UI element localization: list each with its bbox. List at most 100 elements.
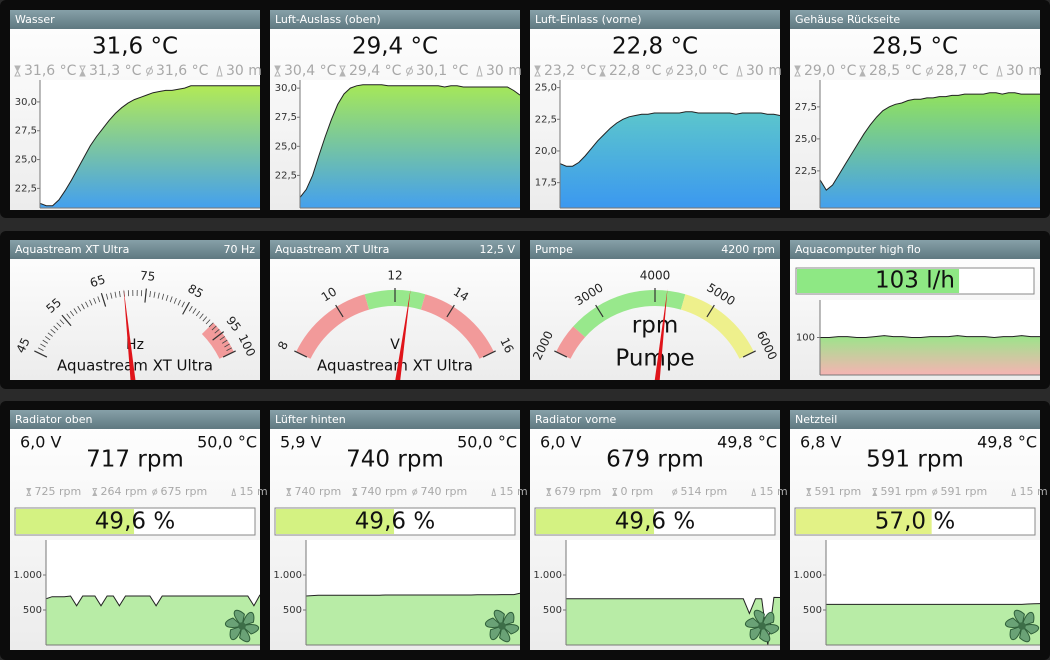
min-icon (873, 492, 877, 496)
power-value: 57,0 % (875, 509, 955, 535)
max-icon (535, 66, 540, 71)
power-bar (276, 509, 395, 534)
gauge-minor-tick (69, 310, 75, 317)
current-value: 29,4 °C (352, 34, 438, 60)
avg-icon (146, 67, 153, 75)
panel-title: Gehäuse Rückseite (795, 13, 900, 26)
panel-title: Lüfter hinten (275, 413, 346, 426)
current-value: 31,6 °C (92, 34, 178, 60)
avg-icon (152, 488, 157, 496)
min-icon (353, 492, 357, 496)
gauge-minor-tick (149, 291, 151, 298)
gauge-name: Pumpe (615, 346, 694, 372)
stat-max: 30,4 °C (284, 63, 337, 79)
gauge-unit: rpm (632, 313, 678, 339)
rpm: 740 rpm (346, 447, 444, 473)
gauge-name: Aquastream XT Ultra (57, 357, 213, 375)
max-icon (795, 66, 800, 71)
gauge-tick (61, 314, 72, 327)
y-tick-label: 1.000 (793, 570, 822, 581)
span-icon (751, 488, 757, 496)
gauge-tick (144, 288, 147, 303)
rpm: 679 rpm (606, 447, 704, 473)
panel-title: Netzteil (795, 413, 837, 426)
gauge-minor-tick (195, 310, 201, 317)
gauge-tick (182, 301, 190, 315)
stat-max: 740 rpm (295, 485, 342, 498)
area (40, 85, 260, 208)
min-icon (93, 492, 97, 496)
fan-blade (500, 624, 520, 635)
avg-icon (932, 489, 938, 495)
gauge-minor-tick (222, 339, 228, 344)
gauge-minor-tick (173, 297, 177, 304)
stat-max: 725 rpm (35, 485, 82, 498)
temperature: 50,0 °C (197, 433, 257, 452)
stat-min: 29,4 °C (349, 63, 402, 79)
fan-icon (484, 609, 520, 643)
line (306, 592, 520, 597)
gauge-needle (654, 288, 668, 380)
fan-blade (489, 625, 503, 641)
gauge-tick-label: 65 (88, 272, 107, 290)
fan-icon (744, 609, 780, 643)
rpm: 591 rpm (866, 447, 964, 473)
gauge-minor-tick (192, 308, 197, 314)
panel (270, 240, 520, 380)
y-tick-label: 20,0 (535, 146, 557, 157)
y-tick-label: 1.000 (13, 570, 42, 581)
stat-max: 29,0 °C (804, 63, 857, 79)
fan-blade (744, 617, 764, 628)
fan-blade (1013, 609, 1025, 628)
panel-header (790, 240, 1040, 259)
max-icon (287, 488, 291, 492)
gauge-minor-tick (224, 343, 230, 348)
power-value: 49,6 % (355, 509, 435, 535)
fan-blade (1004, 617, 1024, 628)
gauge-minor-tick (165, 294, 169, 301)
gauge-minor-tick (199, 313, 204, 319)
avg-icon (412, 489, 418, 495)
stat-span: 30 m (746, 63, 782, 79)
fan-blade (224, 617, 244, 628)
row-frame (0, 401, 1050, 660)
span-icon (476, 65, 483, 77)
panel-title: Pumpe (535, 243, 573, 256)
gauge-minor-tick (214, 329, 220, 334)
min-icon (600, 71, 605, 76)
panel-header (270, 410, 520, 429)
gauge-minor-tick (37, 347, 44, 352)
gauge-minor-tick (42, 339, 48, 344)
span-icon (996, 65, 1003, 77)
panel-title: Aquastream XT Ultra (275, 243, 389, 256)
power-value: 49,6 % (615, 509, 695, 535)
panel-header (10, 10, 260, 29)
power-value: 49,6 % (95, 509, 175, 535)
panel-header (530, 410, 780, 429)
gauge-minor-tick (119, 291, 121, 298)
panel-reading: 70 Hz (223, 243, 255, 256)
fan-blade (761, 611, 775, 627)
row-frame (0, 231, 1050, 389)
fan-blade (501, 611, 515, 627)
fan-blade (484, 617, 504, 628)
avg-icon (406, 67, 413, 75)
area (820, 335, 1040, 375)
stat-min: 740 rpm (361, 485, 408, 498)
gauge-tick-label: 4000 (640, 269, 671, 283)
power-bar (536, 509, 655, 534)
area (300, 84, 520, 208)
line (820, 335, 1040, 339)
avg-icon (152, 489, 158, 495)
stat-avg: 591 rpm (941, 485, 988, 498)
max-icon (275, 66, 280, 71)
gauge-minor-tick (169, 296, 173, 303)
gauge-needle (123, 288, 136, 380)
voltage: 6,8 V (800, 433, 842, 452)
stat-min: 28,5 °C (869, 63, 922, 79)
fan-icon (1004, 609, 1040, 643)
fan-blade (1020, 624, 1040, 635)
panel (10, 240, 260, 380)
